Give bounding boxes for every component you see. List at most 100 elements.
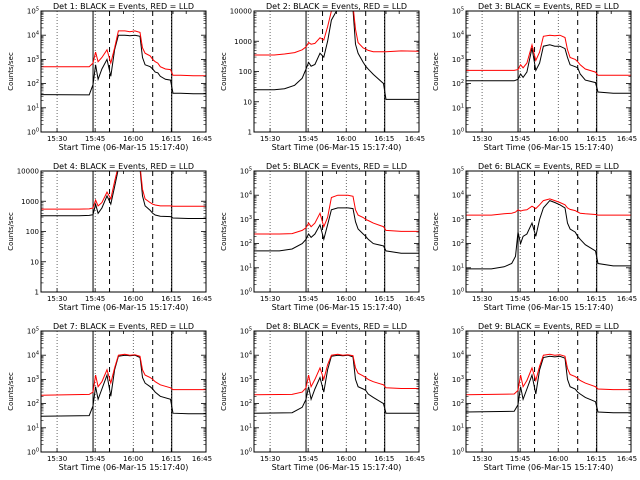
x-tick-label: 15:45 [85,455,105,463]
y-tick-label: 101 [27,103,39,112]
y-tick-label: 103 [452,55,464,64]
y-tick-label: 101 [27,423,39,432]
chart-title: Det 2: BLACK = Events, RED = LLD [266,2,407,11]
x-tick-label: 16:00 [548,455,568,463]
x-tick-label: 15:30 [260,455,280,463]
y-tick-label: 104 [27,351,39,360]
y-axis-label: Counts/sec [7,372,15,411]
x-tick-label: 16:45 [405,455,425,463]
x-tick-label: 16:45 [617,295,637,303]
y-tick-label: 100 [240,288,252,297]
events-series-line [41,354,206,417]
y-tick-label: 104 [240,351,252,360]
y-tick-label: 10 [30,258,39,266]
x-tick-label: 15:30 [260,295,280,303]
detector-panel-3: 100 101 102 103 104 105 15:30 15:45 16:00 16:15 16… [432,2,637,152]
y-tick-label: 103 [27,375,39,384]
chart-title: Det 3: BLACK = Events, RED = LLD [478,2,619,11]
plot-frame [40,330,207,453]
plot-frame [253,170,420,293]
x-tick-label: 15:30 [472,295,492,303]
lld-series-line [41,30,206,77]
detector-panel-8: 100 101 102 103 104 105 15:30 15:45 16:00 16:15 16… [220,322,425,472]
y-tick-label: 100 [26,228,39,236]
y-tick-label: 102 [240,239,252,248]
x-tick-label: 16:00 [123,295,143,303]
y-tick-label: 105 [452,7,464,16]
events-series-line [254,11,419,100]
x-tick-label: 16:00 [548,135,568,143]
y-axis-label: Counts/sec [7,52,15,91]
x-tick-label: 15:45 [510,135,530,143]
x-tick-label: 16:15 [161,135,181,143]
x-axis-label: Start Time (06-Mar-15 15:17:40) [272,463,402,472]
chart-title: Det 9: BLACK = Events, RED = LLD [478,322,619,331]
x-tick-label: 15:30 [47,135,67,143]
x-tick-label: 15:30 [472,135,492,143]
chart-title: Det 1: BLACK = Events, RED = LLD [53,2,194,11]
events-series-line [254,354,419,414]
y-tick-label: 103 [240,215,252,224]
y-tick-label: 100 [239,68,252,76]
x-tick-label: 15:45 [298,455,318,463]
events-series-line [466,355,631,414]
y-tick-label: 1000 [234,38,252,46]
y-tick-label: 104 [452,351,464,360]
x-tick-label: 15:45 [298,135,318,143]
x-tick-label: 15:30 [47,455,67,463]
y-tick-label: 100 [27,128,39,137]
x-axis-label: Start Time (06-Mar-15 15:17:40) [59,143,189,152]
y-axis-label: Counts/sec [432,372,440,411]
y-tick-label: 104 [452,191,464,200]
events-series-line [254,207,419,254]
chart-title: Det 6: BLACK = Events, RED = LLD [478,162,619,171]
x-axis-label: Start Time (06-Mar-15 15:17:40) [484,303,614,312]
y-tick-label: 104 [27,31,39,40]
y-tick-label: 105 [27,327,39,336]
plot-frame [465,330,632,453]
y-tick-label: 104 [452,31,464,40]
events-series-line [41,171,206,219]
y-axis-label: Counts/sec [432,212,440,251]
lld-series-line [41,353,206,396]
y-tick-label: 103 [27,55,39,64]
lld-series-line [466,198,631,216]
lld-series-line [466,353,631,396]
y-tick-label: 102 [240,399,252,408]
chart-title: Det 4: BLACK = Events, RED = LLD [53,162,194,171]
x-tick-label: 16:45 [192,135,212,143]
detector-panel-2: 1 10 100 1000 10000 15:30 15:45 16:00 16:15 16:45… [220,2,425,152]
y-tick-label: 102 [452,399,464,408]
events-series-line [466,200,631,270]
y-tick-label: 100 [27,448,39,457]
x-tick-label: 16:45 [405,295,425,303]
x-axis-label: Start Time (06-Mar-15 15:17:40) [59,303,189,312]
lld-series-line [41,171,206,210]
y-tick-label: 1 [35,289,39,297]
y-tick-label: 105 [240,167,252,176]
plot-frame [253,10,420,133]
y-tick-label: 101 [452,263,464,272]
lld-series-line [254,11,419,56]
lld-series-line [466,34,631,76]
x-tick-label: 15:45 [510,295,530,303]
y-tick-label: 103 [452,375,464,384]
x-tick-label: 16:45 [617,135,637,143]
x-tick-label: 16:00 [336,295,356,303]
y-tick-label: 10 [243,98,252,106]
plot-frame [465,10,632,133]
x-tick-label: 16:15 [586,455,606,463]
y-axis-label: Counts/sec [220,212,228,251]
y-tick-label: 102 [452,79,464,88]
x-tick-label: 15:45 [85,135,105,143]
y-tick-label: 104 [240,191,252,200]
detector-panel-4: 1 10 100 1000 10000 15:30 15:45 16:00 16:15 16:45… [7,162,212,312]
x-tick-label: 16:15 [586,135,606,143]
x-tick-label: 16:00 [123,455,143,463]
y-tick-label: 105 [452,167,464,176]
y-tick-label: 101 [452,103,464,112]
x-tick-label: 16:00 [336,135,356,143]
x-tick-label: 16:15 [374,135,394,143]
detector-panel-9: 100 101 102 103 104 105 15:30 15:45 16:00 16:15 16… [432,322,637,472]
